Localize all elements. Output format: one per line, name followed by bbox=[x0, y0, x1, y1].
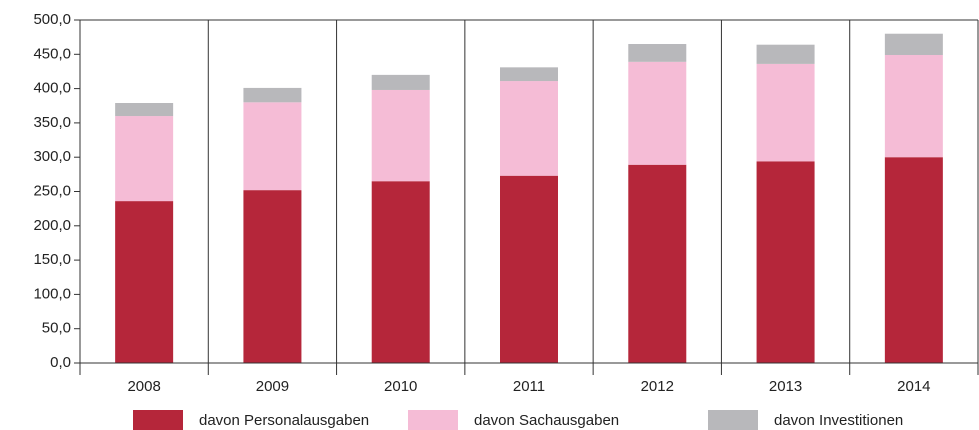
y-tick-label: 0,0 bbox=[50, 354, 71, 371]
bar-segment bbox=[628, 164, 687, 363]
bar-segment bbox=[884, 33, 943, 55]
bar-segment bbox=[371, 181, 430, 363]
legend-label: davon Sachausgaben bbox=[474, 412, 619, 429]
x-tick-label: 2014 bbox=[897, 378, 930, 395]
y-tick-label: 50,0 bbox=[42, 320, 71, 337]
bar-segment bbox=[628, 61, 687, 165]
bar-segment bbox=[371, 89, 430, 182]
bar-segment bbox=[884, 157, 943, 363]
bar-segment bbox=[756, 44, 815, 64]
bar-segment bbox=[500, 67, 558, 82]
x-tick-label: 2013 bbox=[769, 378, 802, 395]
bar-segment bbox=[371, 74, 430, 90]
y-tick-label: 100,0 bbox=[33, 285, 71, 302]
bar-segment bbox=[115, 116, 174, 202]
bar-segment bbox=[115, 201, 174, 363]
x-tick-label: 2010 bbox=[384, 378, 417, 395]
x-tick-label: 2008 bbox=[127, 378, 160, 395]
bar-segment bbox=[756, 63, 815, 162]
y-tick-label: 250,0 bbox=[33, 182, 71, 199]
legend-label: davon Investitionen bbox=[774, 412, 903, 429]
legend-swatch bbox=[708, 410, 758, 430]
y-tick-label: 350,0 bbox=[33, 114, 71, 131]
legend-swatch bbox=[408, 410, 458, 430]
bar-segment bbox=[243, 190, 302, 363]
bar-segment bbox=[500, 81, 558, 176]
y-tick-label: 500,0 bbox=[33, 11, 71, 28]
x-tick-label: 2011 bbox=[513, 378, 545, 395]
legend-swatch bbox=[133, 410, 183, 430]
bar-segment bbox=[884, 54, 943, 158]
y-tick-label: 400,0 bbox=[33, 80, 71, 97]
y-tick-label: 450,0 bbox=[33, 45, 71, 62]
legend-label: davon Personalausgaben bbox=[199, 412, 369, 429]
bar-segment bbox=[756, 161, 815, 363]
x-tick-label: 2012 bbox=[641, 378, 674, 395]
bar-segment bbox=[628, 44, 687, 62]
bar-segment bbox=[243, 87, 302, 103]
y-tick-label: 200,0 bbox=[33, 217, 71, 234]
y-tick-label: 300,0 bbox=[33, 148, 71, 165]
x-tick-label: 2009 bbox=[256, 378, 289, 395]
bar-segment bbox=[500, 175, 558, 363]
bar-segment bbox=[115, 103, 174, 117]
bar-segment bbox=[243, 102, 302, 191]
y-tick-label: 150,0 bbox=[33, 251, 71, 268]
